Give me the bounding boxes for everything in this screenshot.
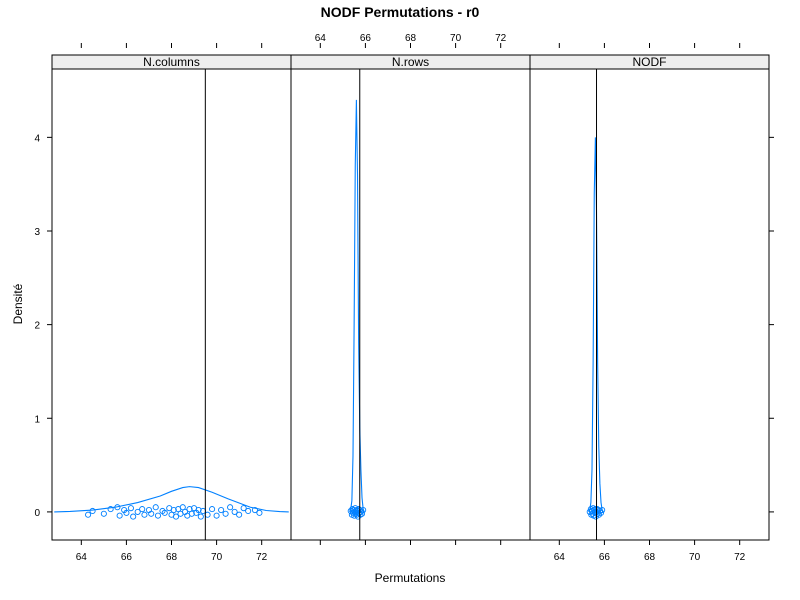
panel-frame <box>51 68 292 541</box>
x-tick-label: 70 <box>689 552 701 563</box>
y-axis-label: Densité <box>11 283 25 324</box>
data-point <box>227 504 234 511</box>
data-point <box>123 509 130 516</box>
data-point <box>231 508 238 515</box>
strip-label: NODF <box>633 55 667 69</box>
x-tick-label: 64 <box>554 552 566 563</box>
data-point <box>148 510 155 517</box>
x-tick-label: 66 <box>360 33 372 44</box>
density-curve <box>588 137 604 513</box>
y-tick-label: 4 <box>34 133 40 144</box>
x-tick-label: 64 <box>315 33 327 44</box>
density-curve <box>349 99 365 513</box>
data-point <box>134 508 141 515</box>
data-point <box>240 505 247 512</box>
data-point <box>222 510 229 517</box>
y-tick-label: 3 <box>34 227 40 238</box>
x-tick-label: 68 <box>405 33 417 44</box>
data-point <box>245 507 252 515</box>
x-tick-label: 72 <box>734 552 746 563</box>
data-point <box>256 509 263 516</box>
panels-group: N.columns 64 66 68 70 72 N.rows 64 66 68 70 72 NODF 6… <box>34 33 774 563</box>
data-point <box>116 512 123 519</box>
data-point <box>213 512 220 519</box>
data-point <box>172 513 180 520</box>
panel-n-rows: N.rows 64 66 68 70 72 <box>290 33 531 545</box>
data-point <box>170 506 177 514</box>
data-point <box>130 513 137 520</box>
x-tick-label: 70 <box>211 552 223 563</box>
data-point <box>597 509 605 516</box>
data-point <box>351 512 358 519</box>
x-tick-label: 68 <box>644 552 656 563</box>
panel-nodf: NODF 64 66 68 70 72 <box>529 43 770 563</box>
x-tick-label: 66 <box>599 552 611 563</box>
data-point <box>188 510 195 517</box>
strip-label: N.columns <box>143 55 200 69</box>
data-point <box>85 511 92 518</box>
data-point <box>360 506 367 514</box>
data-point <box>114 504 121 511</box>
data-point <box>197 513 204 520</box>
data-point <box>236 511 243 518</box>
data-point <box>218 506 225 514</box>
panel-n-columns: N.columns 64 66 68 70 72 <box>51 43 292 563</box>
x-tick-label: 64 <box>76 552 88 563</box>
data-point <box>100 510 107 517</box>
y-tick-label: 2 <box>34 321 40 332</box>
data-point <box>599 506 606 514</box>
strip-label: N.rows <box>392 55 429 69</box>
panel-frame <box>290 68 531 541</box>
data-point <box>89 507 96 515</box>
data-point <box>127 505 134 512</box>
y-tick-label: 0 <box>34 508 40 519</box>
data-point <box>251 506 258 514</box>
x-tick-label: 72 <box>495 33 507 44</box>
x-tick-label: 66 <box>121 552 133 563</box>
density-curve <box>54 486 289 513</box>
data-point <box>186 506 193 513</box>
x-tick-label: 72 <box>256 552 268 563</box>
data-point <box>209 506 216 513</box>
x-axis-label: Permutations <box>375 571 446 585</box>
data-point <box>139 506 146 513</box>
data-point <box>107 506 114 513</box>
data-point <box>141 511 148 518</box>
panel-frame <box>529 68 770 541</box>
data-point <box>161 509 168 516</box>
chart-title: NODF Permutations - r0 <box>321 4 480 20</box>
x-tick-label: 68 <box>166 552 178 563</box>
x-tick-label: 70 <box>450 33 462 44</box>
y-tick-label: 1 <box>34 414 40 425</box>
data-point <box>195 506 202 514</box>
data-point <box>179 504 186 511</box>
data-point <box>152 504 159 511</box>
data-point <box>154 512 162 519</box>
